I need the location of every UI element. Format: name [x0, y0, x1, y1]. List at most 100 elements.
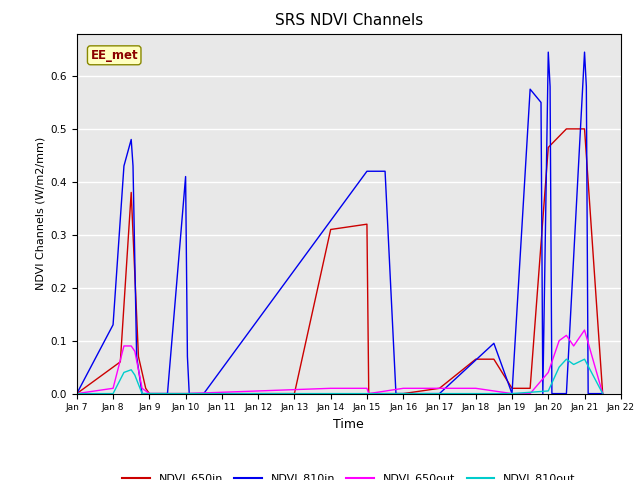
Title: SRS NDVI Channels: SRS NDVI Channels: [275, 13, 423, 28]
NDVI_810in: [545, 49, 552, 55]
NDVI_650in: [291, 391, 298, 396]
NDVI_810in: [584, 391, 592, 396]
NDVI_810in: [546, 84, 554, 89]
NDVI_810out: [127, 367, 135, 372]
NDVI_810in: [200, 391, 207, 396]
NDVI_810out: [363, 391, 371, 396]
Text: EE_met: EE_met: [90, 49, 138, 62]
NDVI_810in: [392, 391, 400, 396]
NDVI_810out: [599, 391, 607, 396]
NDVI_650in: [490, 356, 498, 362]
NDVI_650out: [580, 327, 588, 333]
NDVI_650in: [145, 391, 153, 396]
NDVI_650in: [580, 126, 588, 132]
NDVI_810in: [563, 391, 570, 396]
NDVI_650out: [472, 385, 479, 391]
NDVI_650in: [545, 144, 552, 150]
X-axis label: Time: Time: [333, 418, 364, 431]
NDVI_810out: [120, 370, 128, 375]
NDVI_650in: [381, 391, 389, 396]
NDVI_650in: [164, 391, 172, 396]
NDVI_810in: [138, 391, 146, 396]
NDVI_650out: [109, 385, 117, 391]
Line: NDVI_650in: NDVI_650in: [77, 129, 603, 394]
NDVI_650out: [145, 391, 153, 396]
NDVI_650out: [556, 338, 563, 344]
NDVI_810in: [526, 86, 534, 92]
NDVI_810out: [508, 391, 516, 396]
NDVI_650in: [73, 391, 81, 396]
NDVI_810out: [327, 391, 335, 396]
NDVI_810out: [570, 361, 577, 367]
NDVI_810out: [145, 391, 153, 396]
NDVI_810in: [184, 354, 191, 360]
NDVI_650in: [399, 391, 407, 396]
NDVI_650in: [526, 385, 534, 391]
Line: NDVI_810in: NDVI_810in: [77, 52, 603, 394]
NDVI_810in: [381, 168, 389, 174]
NDVI_650out: [545, 370, 552, 375]
NDVI_650in: [116, 359, 124, 365]
NDVI_650out: [563, 333, 570, 338]
NDVI_650in: [327, 227, 335, 232]
NDVI_810out: [545, 388, 552, 394]
NDVI_650in: [109, 364, 117, 370]
NDVI_810in: [109, 322, 117, 328]
NDVI_810in: [129, 163, 137, 169]
NDVI_810in: [182, 174, 189, 180]
NDVI_810out: [563, 356, 570, 362]
NDVI_810in: [490, 340, 498, 346]
NDVI_810in: [508, 391, 516, 396]
Legend: NDVI_650in, NDVI_810in, NDVI_650out, NDVI_810out: NDVI_650in, NDVI_810in, NDVI_650out, NDV…: [118, 469, 580, 480]
NDVI_810in: [582, 84, 590, 89]
NDVI_650in: [563, 126, 570, 132]
NDVI_650out: [73, 391, 81, 396]
Y-axis label: NDVI Channels (W/m2/mm): NDVI Channels (W/m2/mm): [35, 137, 45, 290]
NDVI_810in: [399, 391, 407, 396]
NDVI_650out: [436, 385, 444, 391]
NDVI_650in: [127, 190, 135, 195]
NDVI_810in: [539, 391, 547, 396]
Line: NDVI_650out: NDVI_650out: [77, 330, 603, 394]
NDVI_810in: [164, 391, 172, 396]
NDVI_650out: [526, 391, 534, 396]
NDVI_810in: [537, 99, 545, 105]
NDVI_810in: [186, 391, 193, 396]
NDVI_650out: [138, 385, 146, 391]
NDVI_650out: [399, 385, 407, 391]
NDVI_650out: [365, 391, 372, 396]
NDVI_650out: [363, 385, 371, 391]
NDVI_650out: [120, 343, 128, 349]
NDVI_650in: [363, 221, 371, 227]
NDVI_810in: [73, 391, 81, 396]
NDVI_650out: [570, 343, 577, 349]
NDVI_650out: [508, 391, 516, 396]
NDVI_810in: [548, 391, 556, 396]
NDVI_810out: [73, 391, 81, 396]
NDVI_650out: [327, 385, 335, 391]
NDVI_810out: [109, 391, 117, 396]
NDVI_810out: [138, 391, 146, 396]
NDVI_810in: [133, 354, 141, 360]
NDVI_810in: [599, 391, 607, 396]
NDVI_810out: [131, 372, 139, 378]
NDVI_650in: [472, 356, 479, 362]
NDVI_810in: [127, 137, 135, 143]
NDVI_650in: [134, 354, 142, 360]
NDVI_810in: [145, 391, 153, 396]
NDVI_810in: [580, 49, 588, 55]
NDVI_650out: [164, 391, 172, 396]
NDVI_810in: [363, 168, 371, 174]
NDVI_650in: [436, 385, 444, 391]
NDVI_810out: [580, 356, 588, 362]
Line: NDVI_810out: NDVI_810out: [77, 359, 603, 394]
NDVI_650out: [599, 391, 607, 396]
NDVI_650in: [365, 391, 372, 396]
NDVI_650out: [182, 391, 189, 396]
NDVI_650in: [599, 391, 607, 396]
NDVI_810in: [436, 391, 444, 396]
NDVI_650in: [508, 385, 516, 391]
NDVI_650in: [182, 391, 189, 396]
NDVI_650out: [127, 343, 135, 349]
NDVI_810in: [394, 391, 402, 396]
